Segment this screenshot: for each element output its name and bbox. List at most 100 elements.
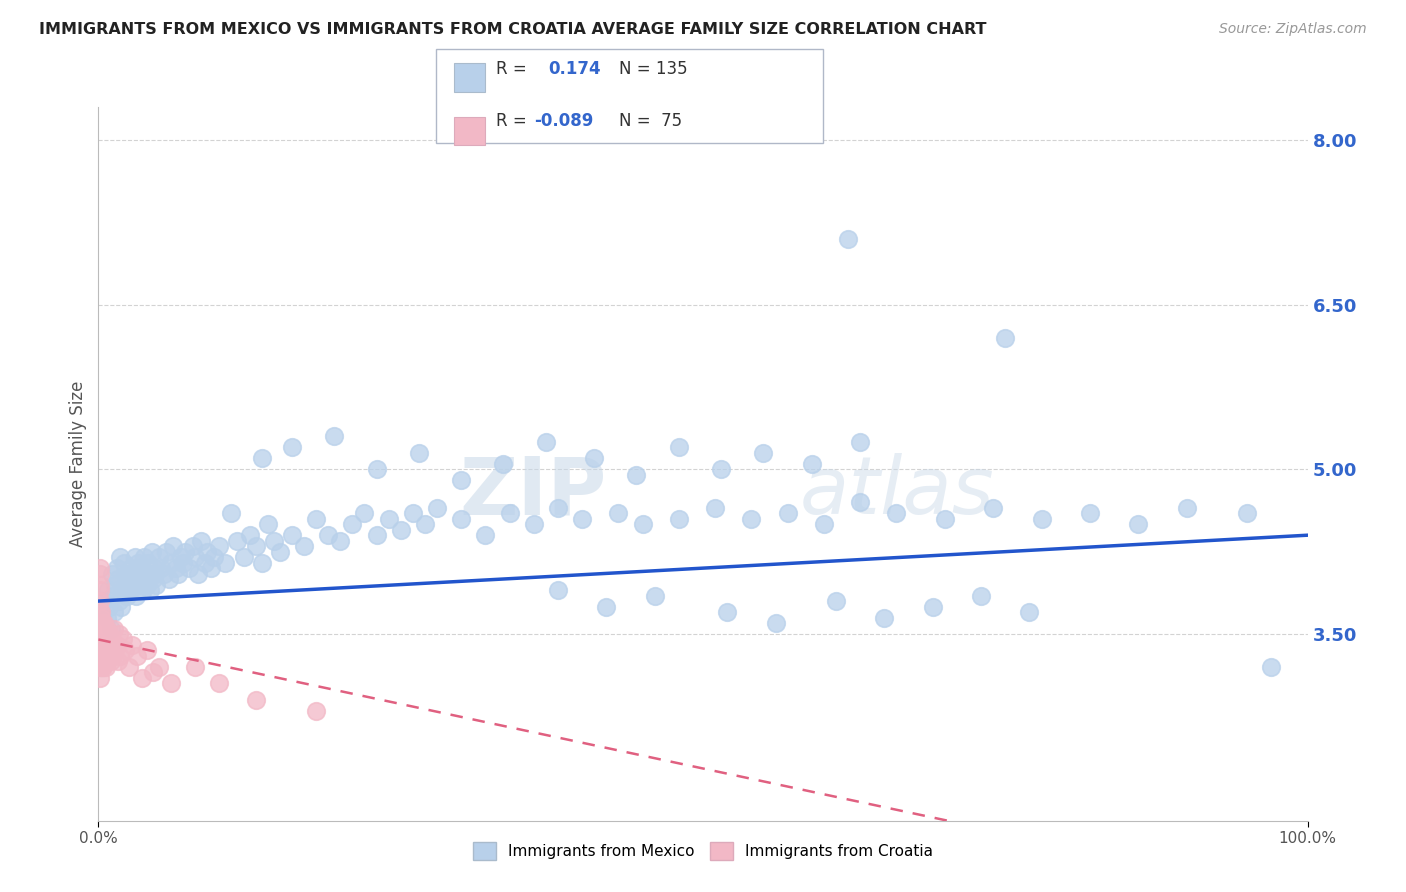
Point [136, 556, 159, 570]
Text: IMMIGRANTS FROM MEXICO VS IMMIGRANTS FROM CROATIA AVERAGE FAMILY SIZE CORRELATIO: IMMIGRANTS FROM MEXICO VS IMMIGRANTS FRO… [39, 22, 987, 37]
Point [157, 572, 180, 586]
Point [704, 500, 727, 515]
Point [91, 615, 114, 630]
Point [232, 550, 254, 565]
Point [413, 517, 436, 532]
Text: ZIP: ZIP [458, 453, 606, 532]
Point [111, 583, 134, 598]
Point [607, 506, 630, 520]
Point [921, 599, 943, 614]
Point [120, 561, 142, 575]
Point [152, 566, 174, 581]
Point [148, 660, 170, 674]
Point [124, 550, 146, 565]
Point [281, 528, 304, 542]
Point [450, 512, 472, 526]
Text: Source: ZipAtlas.com: Source: ZipAtlas.com [1219, 22, 1367, 37]
Point [104, 577, 127, 591]
Point [305, 704, 328, 718]
Point [981, 500, 1004, 515]
Point [107, 572, 129, 586]
Point [716, 605, 738, 619]
Point [91, 615, 114, 630]
Point [155, 544, 177, 558]
Point [89, 583, 111, 598]
Point [121, 638, 143, 652]
Point [108, 594, 131, 608]
Point [184, 550, 207, 565]
Point [89, 655, 111, 669]
Point [1175, 500, 1198, 515]
Point [89, 671, 111, 685]
Point [96, 622, 118, 636]
Point [94, 660, 117, 674]
Point [873, 610, 896, 624]
Point [89, 615, 111, 630]
Point [93, 655, 115, 669]
Point [534, 434, 557, 449]
Point [108, 627, 131, 641]
Point [263, 533, 285, 548]
Point [1236, 506, 1258, 520]
Point [281, 441, 304, 455]
Point [165, 561, 187, 575]
Point [138, 566, 160, 581]
Point [1031, 512, 1053, 526]
Point [250, 451, 273, 466]
Point [181, 539, 204, 553]
Point [101, 648, 124, 663]
Point [97, 648, 120, 663]
Point [169, 550, 191, 565]
Point [93, 594, 115, 608]
Point [90, 648, 112, 663]
Point [89, 627, 111, 641]
Point [172, 556, 194, 570]
Point [131, 671, 153, 685]
Point [114, 577, 136, 591]
Point [91, 622, 114, 636]
Point [93, 622, 115, 636]
Point [97, 632, 120, 647]
Point [143, 566, 166, 581]
Point [127, 648, 149, 663]
Point [1078, 506, 1101, 520]
Point [1018, 605, 1040, 619]
Point [474, 528, 496, 542]
Point [90, 638, 112, 652]
Point [179, 561, 201, 575]
Point [122, 566, 145, 581]
Point [89, 561, 111, 575]
Point [93, 638, 115, 652]
Point [90, 632, 112, 647]
Point [96, 638, 118, 652]
Point [89, 648, 111, 663]
Point [250, 556, 273, 570]
Point [89, 622, 111, 636]
Point [100, 622, 122, 636]
Point [115, 566, 138, 581]
Point [583, 451, 606, 466]
Point [91, 655, 114, 669]
Point [100, 566, 122, 581]
Point [813, 517, 835, 532]
Point [127, 556, 149, 570]
Point [143, 561, 166, 575]
Point [150, 561, 173, 575]
Point [128, 577, 150, 591]
Point [91, 643, 114, 657]
Point [139, 583, 162, 598]
Point [89, 638, 111, 652]
Point [135, 577, 157, 591]
Point [90, 615, 112, 630]
Point [644, 589, 666, 603]
Text: R =: R = [496, 112, 527, 129]
Point [98, 627, 121, 641]
Point [121, 577, 143, 591]
Point [626, 467, 648, 482]
Y-axis label: Average Family Size: Average Family Size [69, 381, 87, 547]
Point [103, 605, 125, 619]
Point [91, 638, 114, 652]
Point [190, 533, 212, 548]
Point [91, 660, 114, 674]
Point [89, 566, 111, 581]
